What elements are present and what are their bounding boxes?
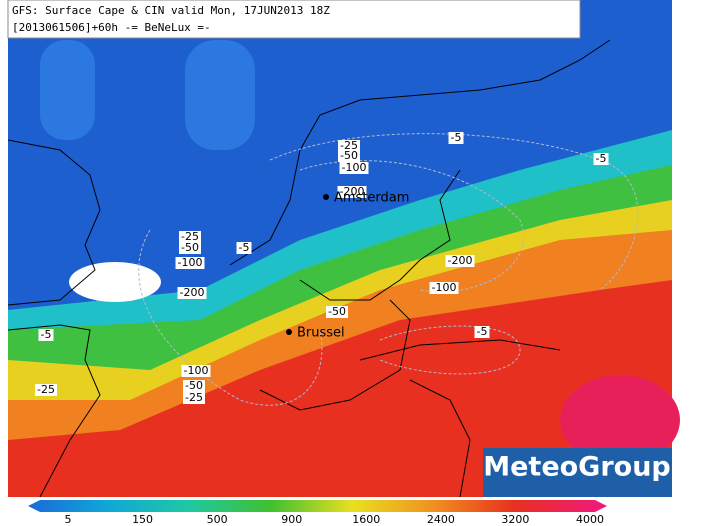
- contour-label-box: [183, 392, 205, 404]
- contour: [299, 160, 524, 293]
- city-label: Brussel: [297, 326, 345, 341]
- header-box: [7, 0, 581, 39]
- contour-label-box: [181, 365, 211, 377]
- map: [7, 0, 680, 498]
- colorbar-tick-label: 4000: [576, 513, 604, 526]
- colorbar-ticks: 5 150 500 900 1600 2400 3200 4000: [65, 513, 605, 526]
- contour-label: -200: [180, 286, 205, 299]
- contour-label: -25: [340, 139, 358, 152]
- city: Amsterdam: [323, 191, 409, 206]
- contour-label: -50: [328, 305, 346, 318]
- contour-label: -5: [451, 131, 462, 144]
- colorbar-tick-label: 3200: [501, 513, 529, 526]
- contour-label-box: [337, 186, 367, 198]
- contour-label: -5: [596, 152, 607, 165]
- field-blob: [40, 40, 95, 140]
- contour-label-box: [38, 329, 54, 341]
- contour-label: -5: [477, 325, 488, 338]
- border: [299, 169, 461, 301]
- contour-label: -5: [239, 241, 250, 254]
- colorbar-tick-label: 900: [281, 513, 302, 526]
- contour-label-box: [338, 150, 360, 162]
- contour-label: -200: [448, 254, 473, 267]
- colorbar-tick-label: 5: [65, 513, 72, 526]
- colorbar-tick-label: 2400: [427, 513, 455, 526]
- contour-label: -50: [340, 149, 358, 162]
- contour-label-box: [445, 255, 475, 267]
- contour-label-box: [177, 287, 207, 299]
- contour-label-box: [179, 231, 201, 243]
- colorbar: [28, 500, 607, 512]
- contour-label-box: [429, 282, 459, 294]
- coastlines: [7, 39, 611, 498]
- contour: [379, 325, 521, 375]
- field-magenta: [560, 375, 680, 465]
- contour-label: -50: [181, 241, 199, 254]
- contour-label-box: [179, 242, 201, 254]
- contour-labels: -25-50-100-200-5-5-25-50-100-5-200-200-1…: [35, 131, 609, 404]
- border: [359, 339, 561, 361]
- contour-label-box: [236, 242, 252, 254]
- contour-label: -100: [432, 281, 457, 294]
- contour-label: -100: [178, 256, 203, 269]
- contour-label-box: [35, 384, 57, 396]
- logo-box: [483, 448, 672, 497]
- contour-label-box: [339, 162, 369, 174]
- contour-label: -100: [184, 364, 209, 377]
- contour: [269, 133, 639, 291]
- colorbar-tick-label: 1600: [352, 513, 380, 526]
- contour-label-box: [474, 326, 490, 338]
- border: [409, 379, 471, 498]
- contour-label: -100: [342, 161, 367, 174]
- contour-label-box: [338, 140, 360, 152]
- contour-label-box: [593, 153, 609, 165]
- coast: [229, 39, 611, 266]
- contour-label-box: [326, 306, 348, 318]
- contours: [138, 133, 639, 406]
- contour-label-box: [183, 380, 205, 392]
- contour-label: -25: [37, 383, 55, 396]
- field-white: [69, 262, 161, 302]
- logo: MeteoGroup: [483, 452, 671, 483]
- coast: [7, 139, 101, 306]
- colorbar-tick-label: 500: [207, 513, 228, 526]
- contour-label: -25: [185, 391, 203, 404]
- contour-label-box: [448, 132, 464, 144]
- field-red: [8, 280, 672, 497]
- city-label: Amsterdam: [334, 191, 409, 206]
- contour-label: -50: [185, 379, 203, 392]
- city: Brussel: [286, 326, 345, 341]
- contour-label-box: [175, 257, 205, 269]
- contour-label: -25: [181, 230, 199, 243]
- header-line: [2013061506]+60h -= BeNeLux =-: [12, 21, 211, 34]
- border: [259, 299, 411, 411]
- city-dot: [323, 194, 329, 200]
- contour-label: -200: [340, 185, 365, 198]
- coast: [7, 324, 101, 498]
- colorbar-tick-label: 150: [132, 513, 153, 526]
- contour-label: -5: [41, 328, 52, 341]
- field-blob: [185, 40, 255, 150]
- header-line: GFS: Surface Cape & CIN valid Mon, 17JUN…: [12, 4, 330, 17]
- city-dot: [286, 329, 292, 335]
